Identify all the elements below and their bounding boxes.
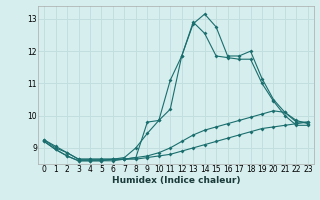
X-axis label: Humidex (Indice chaleur): Humidex (Indice chaleur) bbox=[112, 176, 240, 185]
